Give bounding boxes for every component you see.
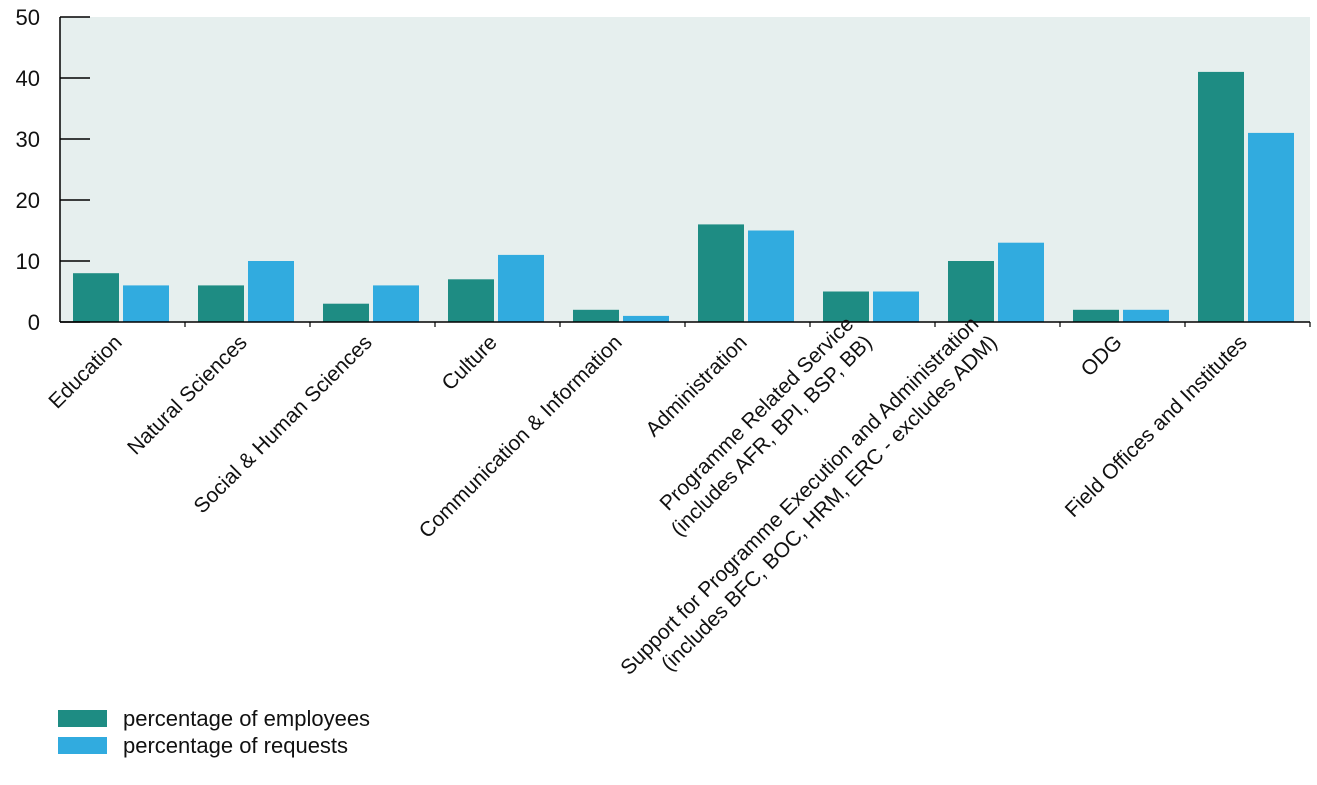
bar-employees-1 — [198, 285, 244, 322]
y-tick-label-30: 30 — [16, 127, 40, 152]
bar-requests-1 — [248, 261, 294, 322]
y-tick-label-20: 20 — [16, 188, 40, 213]
y-tick-label-10: 10 — [16, 249, 40, 274]
legend-swatch-employees — [58, 710, 107, 727]
category-label-1: Natural Sciences — [123, 331, 252, 460]
legend-swatch-requests — [58, 737, 107, 754]
bar-employees-9 — [1198, 71, 1244, 323]
category-label-4-line-0: Communication & Information — [415, 331, 627, 543]
category-label-0: Education — [44, 331, 126, 413]
bar-requests-0 — [123, 285, 169, 322]
bar-employees-3 — [448, 279, 494, 322]
bar-employees-5 — [698, 224, 744, 322]
bar-employees-6 — [823, 291, 869, 322]
bar-requests-8 — [1123, 309, 1169, 322]
plot-area — [60, 17, 1310, 322]
bar-employees-0 — [73, 273, 119, 322]
bar-requests-2 — [373, 285, 419, 322]
category-label-6: Programme Related Service(includes AFR, … — [656, 313, 877, 541]
category-label-3: Culture — [438, 331, 502, 395]
legend-label-requests: percentage of requests — [123, 732, 349, 758]
bar-requests-9 — [1248, 132, 1294, 322]
bar-requests-5 — [748, 230, 794, 322]
bar-employees-2 — [323, 303, 369, 322]
y-tick-label-50: 50 — [16, 5, 40, 30]
category-label-8-line-0: ODG — [1077, 331, 1127, 381]
y-tick-label-0: 0 — [28, 310, 40, 335]
category-label-4: Communication & Information — [415, 331, 627, 543]
category-label-3-line-0: Culture — [438, 331, 502, 395]
bar-requests-3 — [498, 254, 544, 322]
bar-requests-6 — [873, 291, 919, 322]
y-tick-label-40: 40 — [16, 66, 40, 91]
bar-employees-7 — [948, 261, 994, 322]
legend-label-employees: percentage of employees — [123, 705, 371, 731]
category-label-1-line-0: Natural Sciences — [123, 331, 252, 460]
legend-item-requests: percentage of requests — [58, 732, 370, 759]
category-label-6-line-0: Programme Related Service — [656, 313, 859, 516]
bar-requests-4 — [623, 315, 669, 322]
legend-item-employees: percentage of employees — [58, 705, 370, 732]
bar-requests-7 — [998, 242, 1044, 322]
category-label-8: ODG — [1077, 331, 1127, 381]
legend: percentage of employees percentage of re… — [58, 705, 370, 759]
bar-employees-4 — [573, 309, 619, 322]
category-label-0-line-0: Education — [44, 331, 126, 413]
bar-employees-8 — [1073, 309, 1119, 322]
